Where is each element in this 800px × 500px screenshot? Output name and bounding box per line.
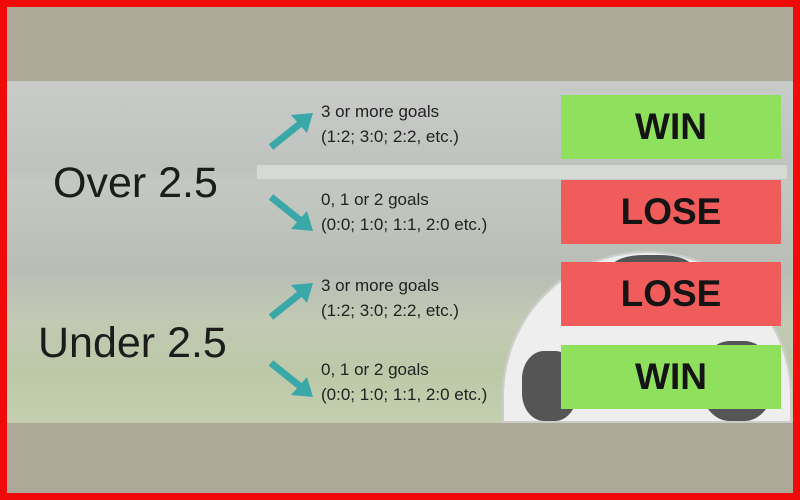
- over-label: Over 2.5: [53, 159, 218, 207]
- result-badge-win: WIN: [561, 345, 781, 409]
- outcome-line2: (0:0; 1:0; 1:1, 2:0 etc.): [321, 215, 488, 234]
- result-badge-win: WIN: [561, 95, 781, 159]
- result-badge-lose: LOSE: [561, 180, 781, 244]
- outcome-line2: (0:0; 1:0; 1:1, 2:0 etc.): [321, 385, 488, 404]
- outcome-line1: 3 or more goals: [321, 102, 440, 121]
- arrow-up-right-icon: [268, 113, 313, 150]
- outcome-line1: 0, 1 or 2 goals: [321, 360, 429, 379]
- pitch-line: [257, 165, 787, 179]
- outcome-text: 3 or more goals (1:2; 3:0; 2:2, etc.): [321, 273, 459, 323]
- outcome-text: 3 or more goals (1:2; 3:0; 2:2, etc.): [321, 99, 459, 149]
- outcome-line1: 3 or more goals: [321, 276, 440, 295]
- arrow-down-right-icon: [268, 360, 313, 397]
- outcome-line2: (1:2; 3:0; 2:2, etc.): [321, 301, 459, 320]
- outcome-line2: (1:2; 3:0; 2:2, etc.): [321, 127, 459, 146]
- outcome-text: 0, 1 or 2 goals (0:0; 1:0; 1:1, 2:0 etc.…: [321, 187, 487, 237]
- arrow-down-right-icon: [268, 194, 313, 231]
- outcome-line1: 0, 1 or 2 goals: [321, 190, 429, 209]
- arrow-up-right-icon: [268, 283, 313, 320]
- under-label: Under 2.5: [38, 319, 227, 367]
- outcome-text: 0, 1 or 2 goals (0:0; 1:0; 1:1, 2:0 etc.…: [321, 357, 487, 407]
- result-badge-lose: LOSE: [561, 262, 781, 326]
- stadium-background: Over 2.5 Under 2.5 3 or more goals (1:2;…: [7, 81, 793, 423]
